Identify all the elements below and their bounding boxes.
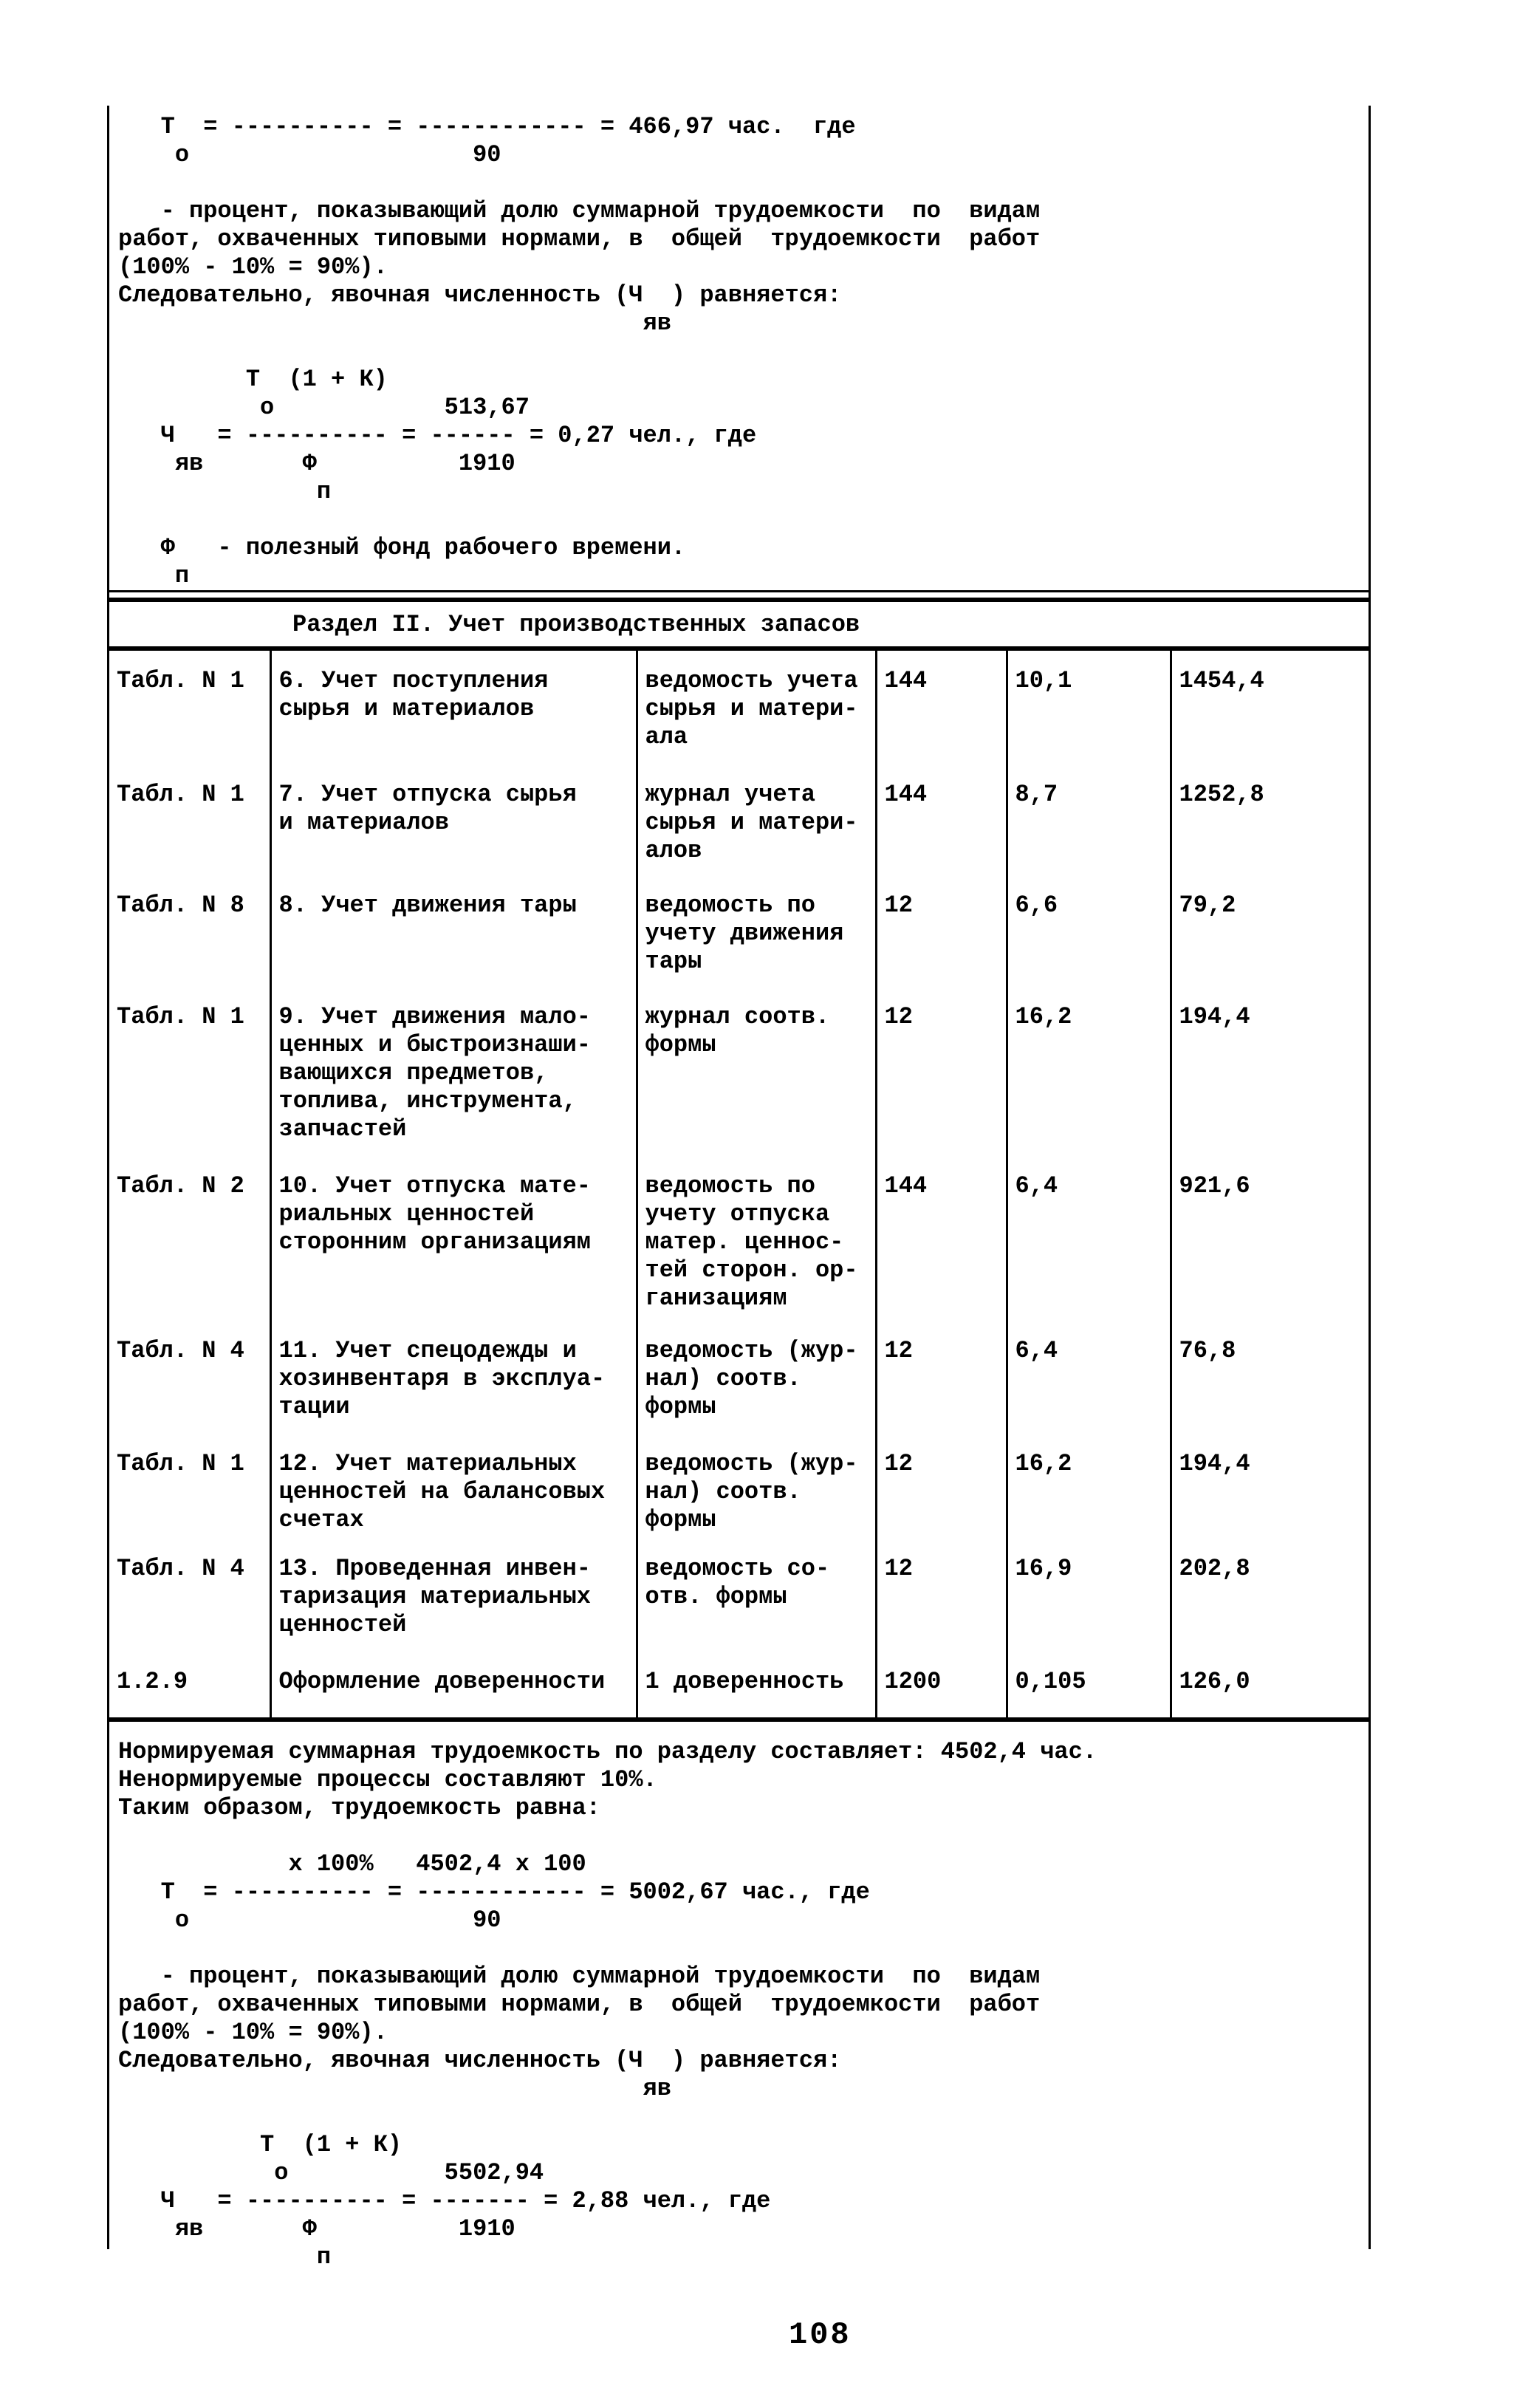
volume-cell: 12: [874, 875, 1007, 987]
doc-cell: ведомость учета сырья и матери- ала: [635, 651, 876, 765]
ref-cell: Табл. N 1: [117, 781, 244, 808]
table-row: Табл. N 1 12. Учет материальных ценносте…: [109, 1434, 1369, 1539]
norm-cell: 8,7: [1005, 765, 1171, 875]
volume-cell: 144: [874, 1156, 1007, 1321]
doc-cell: ведомость по учету отпуска матер. ценнос…: [635, 1156, 876, 1321]
doc-cell: ведомость (жур- нал) соотв. формы: [635, 1321, 876, 1434]
work-cell: Оформление доверенности: [269, 1652, 637, 1720]
volume-cell: 1200: [874, 1652, 1007, 1720]
work-cell: 6. Учет поступления сырья и материалов: [269, 651, 637, 765]
doc-cell: журнал соотв. формы: [635, 987, 876, 1156]
total-cell: 76,8: [1169, 1321, 1369, 1434]
section-header-title: Раздел II. Учет производственных запасов: [292, 611, 860, 638]
volume-cell: 144: [874, 765, 1007, 875]
volume-cell: 144: [874, 651, 1007, 765]
total-cell: 921,6: [1169, 1156, 1369, 1321]
ref-cell: Табл. N 4: [117, 1337, 244, 1364]
ref-cell: 1.2.9: [117, 1668, 188, 1695]
worksheet-table: Табл. N 1 6. Учет поступления сырья и ма…: [109, 651, 1369, 1722]
total-cell: 126,0: [1169, 1652, 1369, 1720]
volume-cell: 12: [874, 1539, 1007, 1652]
intro-text: Т = ---------- = ------------ = 466,97 ч…: [118, 113, 1041, 589]
ref-cell: Табл. N 1: [117, 1003, 244, 1030]
norm-cell: 10,1: [1005, 651, 1171, 765]
doc-cell: ведомость (жур- нал) соотв. формы: [635, 1434, 876, 1539]
doc-cell: ведомость по учету движения тары: [635, 875, 876, 987]
work-cell: 8. Учет движения тары: [269, 875, 637, 987]
work-cell: 7. Учет отпуска сырья и материалов: [269, 765, 637, 875]
volume-cell: 12: [874, 1434, 1007, 1539]
section-header: Раздел II. Учет производственных запасов: [109, 598, 1369, 651]
work-cell: 11. Учет спецодежды и хозинвентаря в экс…: [269, 1321, 637, 1434]
doc-cell: журнал учета сырья и матери- алов: [635, 765, 876, 875]
total-cell: 1454,4: [1169, 651, 1369, 765]
table-row: Табл. N 1 9. Учет движения мало- ценных …: [109, 987, 1369, 1156]
norm-cell: 16,9: [1005, 1539, 1171, 1652]
table-row: 1.2.9 Оформление доверенности 1 доверенн…: [109, 1652, 1369, 1720]
work-cell: 12. Учет материальных ценностей на балан…: [269, 1434, 637, 1539]
table-row: Табл. N 8 8. Учет движения тары ведомост…: [109, 875, 1369, 987]
volume-cell: 12: [874, 987, 1007, 1156]
work-cell: 9. Учет движения мало- ценных и быстроиз…: [269, 987, 637, 1156]
total-cell: 1252,8: [1169, 765, 1369, 875]
ref-cell: Табл. N 8: [117, 892, 244, 919]
norm-cell: 16,2: [1005, 1434, 1171, 1539]
work-cell: 10. Учет отпуска мате- риальных ценносте…: [269, 1156, 637, 1321]
table-row: Табл. N 2 10. Учет отпуска мате- риальны…: [109, 1156, 1369, 1321]
doc-cell: ведомость со- отв. формы: [635, 1539, 876, 1652]
table-row: Табл. N 4 13. Проведенная инвен- таризац…: [109, 1539, 1369, 1652]
content-frame: Т = ---------- = ------------ = 466,97 ч…: [107, 106, 1371, 2271]
section-top-rule: [109, 590, 1369, 592]
ref-cell: Табл. N 4: [117, 1555, 244, 1582]
ref-cell: Табл. N 1: [117, 667, 244, 694]
norm-cell: 16,2: [1005, 987, 1171, 1156]
total-cell: 194,4: [1169, 1434, 1369, 1539]
norm-cell: 0,105: [1005, 1652, 1171, 1720]
table-row: Табл. N 1 6. Учет поступления сырья и ма…: [109, 651, 1369, 765]
norm-cell: 6,4: [1005, 1156, 1171, 1321]
work-cell: 13. Проведенная инвен- таризация материа…: [269, 1539, 637, 1652]
ref-cell: Табл. N 2: [117, 1172, 244, 1200]
total-cell: 79,2: [1169, 875, 1369, 987]
total-cell: 194,4: [1169, 987, 1369, 1156]
table-row: Табл. N 4 11. Учет спецодежды и хозинвен…: [109, 1321, 1369, 1434]
norm-cell: 6,6: [1005, 875, 1171, 987]
norm-cell: 6,4: [1005, 1321, 1171, 1434]
total-cell: 202,8: [1169, 1539, 1369, 1652]
summary-text: Нормируемая суммарная трудоемкость по ра…: [118, 1738, 1097, 2271]
page-number: 108: [789, 2317, 852, 2353]
table-row: Табл. N 1 7. Учет отпуска сырья и матери…: [109, 765, 1369, 875]
volume-cell: 12: [874, 1321, 1007, 1434]
doc-cell: 1 доверенность: [635, 1652, 876, 1720]
ref-cell: Табл. N 1: [117, 1450, 244, 1477]
